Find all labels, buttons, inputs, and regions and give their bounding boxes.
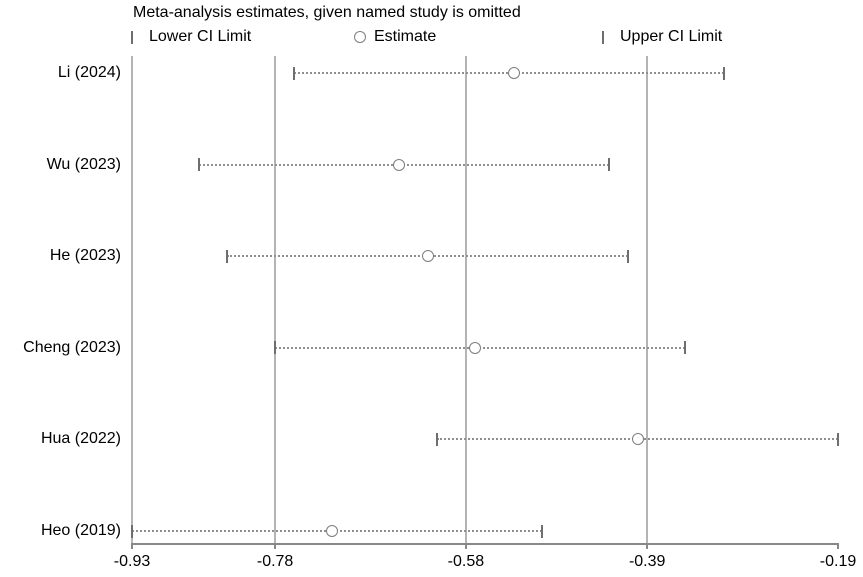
- ci-upper-marker: [541, 524, 544, 538]
- estimate-marker: [421, 250, 434, 263]
- axis-tick-label: -0.19: [819, 553, 857, 570]
- axis-tick: [465, 543, 467, 549]
- legend-upper-label: Upper CI Limit: [620, 28, 723, 45]
- gridline: [465, 56, 467, 543]
- ci-upper-marker: [608, 158, 611, 172]
- ci-lower-marker: [226, 249, 229, 263]
- ci-upper-marker: [684, 341, 687, 355]
- ci-lower-marker: [131, 524, 133, 538]
- estimate-marker: [507, 67, 520, 79]
- ci-lower-marker: [197, 158, 200, 172]
- axis-tick-label: -0.78: [256, 553, 294, 570]
- chart-title: Meta-analysis estimates, given named stu…: [133, 4, 521, 21]
- estimate-marker: [326, 525, 339, 537]
- axis-tick-label: -0.58: [447, 553, 485, 570]
- x-axis-line: [132, 543, 839, 545]
- ci-upper-marker: [627, 249, 630, 263]
- axis-tick: [131, 543, 133, 549]
- axis-tick-label: -0.39: [628, 553, 666, 570]
- legend-item-estimate: Estimate: [354, 28, 436, 46]
- left-axis-spine: [131, 56, 133, 543]
- gridline: [646, 56, 648, 543]
- legend-item-upper: Upper CI Limit: [602, 28, 722, 46]
- gridline: [274, 56, 276, 543]
- estimate-marker: [393, 158, 406, 171]
- estimate-marker: [469, 341, 482, 354]
- axis-tick: [274, 543, 276, 549]
- study-label: Hua (2022): [40, 430, 121, 448]
- axis-tick-label: -0.93: [113, 553, 151, 570]
- ci-lower-marker: [293, 66, 296, 80]
- legend-item-lower: Lower CI Limit: [131, 28, 251, 46]
- legend-lower-label: Lower CI Limit: [149, 28, 252, 45]
- ci-upper-marker: [837, 432, 839, 446]
- estimate-marker: [631, 433, 644, 446]
- study-label: Cheng (2023): [23, 338, 121, 356]
- study-label: Li (2024): [57, 64, 121, 81]
- axis-tick: [646, 543, 648, 549]
- ci-lower-marker: [436, 432, 439, 446]
- lower-ci-marker-icon: [131, 30, 133, 44]
- ci-lower-marker: [274, 341, 277, 355]
- estimate-marker-icon: [354, 31, 366, 43]
- upper-ci-marker-icon: [602, 30, 604, 44]
- study-label: He (2023): [49, 247, 121, 265]
- study-label: Wu (2023): [46, 155, 121, 173]
- study-label: Heo (2019): [40, 522, 121, 539]
- axis-tick: [837, 543, 839, 549]
- ci-upper-marker: [722, 66, 725, 80]
- legend-estimate-label: Estimate: [374, 28, 437, 45]
